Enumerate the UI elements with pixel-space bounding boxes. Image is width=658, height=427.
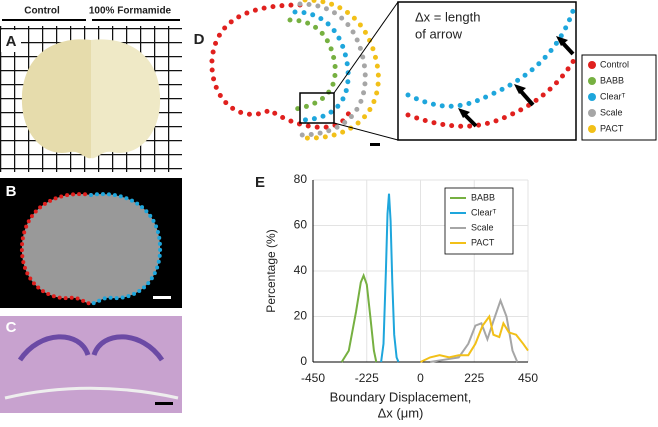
- line: [340, 272, 378, 363]
- panel-label: A: [6, 33, 17, 50]
- x-axis-label: Boundary Displacement,: [330, 389, 472, 404]
- y-tick-label: 60: [294, 218, 308, 232]
- label-bg: [1, 30, 21, 52]
- x-tick-label: 225: [464, 371, 484, 385]
- scale-bar: [370, 143, 380, 146]
- line: [380, 193, 400, 363]
- outline: [292, 9, 351, 123]
- outline: [405, 57, 577, 129]
- legend-label: Scale: [471, 222, 494, 232]
- legend-dot: [588, 93, 596, 101]
- line: [420, 314, 529, 363]
- panel-label: D: [194, 31, 205, 48]
- panel-c: C: [0, 316, 182, 413]
- y-tick-label: 40: [294, 263, 308, 277]
- x-tick-label: -450: [301, 371, 325, 385]
- zoom-line: [333, 122, 399, 141]
- outline: [287, 17, 338, 113]
- zoom-box: [299, 92, 335, 124]
- note: of arrow: [415, 26, 463, 41]
- zoom-panel: [397, 1, 577, 141]
- outline: [302, 0, 381, 141]
- y-axis-label: Percentage (%): [264, 229, 278, 312]
- title: Control: [24, 6, 60, 17]
- x-tick-label: 450: [518, 371, 538, 385]
- note: Δx = length: [415, 9, 480, 24]
- legend-label: PACT: [471, 237, 495, 247]
- legend-dot: [588, 125, 596, 133]
- zoom-line: [333, 1, 399, 94]
- legend-label: Control: [600, 59, 629, 69]
- arrowheads: [458, 36, 568, 118]
- legend-dot: [588, 61, 596, 69]
- tissue: [4, 386, 179, 400]
- scale-bar: [153, 296, 171, 299]
- x-tick-label: -225: [355, 371, 379, 385]
- title: 100% Formamide: [89, 6, 172, 17]
- outline: [209, 2, 353, 130]
- y-tick-label: 80: [294, 172, 308, 186]
- photo: [0, 316, 182, 413]
- brain-right: [91, 39, 161, 159]
- panel-a: Control 100% Formamide A: [0, 6, 182, 172]
- panel-label: B: [6, 183, 17, 200]
- legend-dot: [588, 109, 596, 117]
- panel-e: E 0 20 40 60 80 -450 -225 0 225 450 Percentage (%) B…: [255, 172, 538, 420]
- legend-label: PACT: [600, 123, 624, 133]
- panel-label: E: [255, 174, 265, 191]
- y-tick-label: 20: [294, 309, 308, 323]
- legend-label: BABB: [471, 192, 495, 202]
- legend-label: BABB: [600, 75, 624, 85]
- hippocampus: [17, 334, 165, 362]
- outline: [89, 192, 163, 306]
- outline: [19, 192, 93, 306]
- x-axis-label: Δx (μm): [378, 405, 424, 420]
- line: [429, 297, 519, 363]
- panel-d: D Δx = length of arrow Control BABB Clearᵀ…: [194, 0, 657, 146]
- legend-label: Clearᵀ: [600, 91, 626, 101]
- panel-label: C: [6, 319, 17, 336]
- legend-dot: [588, 77, 596, 85]
- brain-left: [21, 39, 91, 159]
- panel-b: B: [0, 178, 182, 308]
- x-tick-label: 0: [417, 371, 424, 385]
- legend-label: Scale: [600, 107, 623, 117]
- legend-label: Clearᵀ: [471, 207, 497, 217]
- scale-bar: [155, 402, 173, 405]
- y-tick-label: 0: [300, 354, 307, 368]
